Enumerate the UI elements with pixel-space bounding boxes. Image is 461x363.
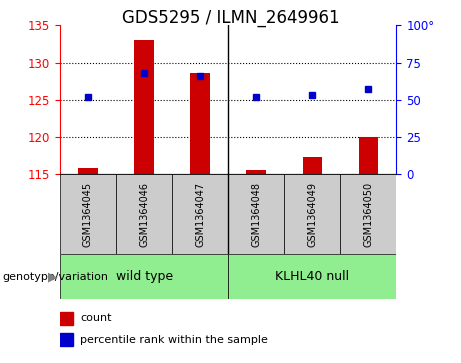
Bar (134, 40, 154, 174)
Bar (172, 174, 228, 254)
Text: KLHL40 null: KLHL40 null (275, 270, 349, 283)
Text: GSM1364048: GSM1364048 (251, 182, 261, 247)
Text: genotype/variation: genotype/variation (2, 272, 108, 282)
Bar (60, 254, 228, 299)
Text: GDS5295 / ILMN_2649961: GDS5295 / ILMN_2649961 (122, 9, 339, 27)
Bar (116, 174, 172, 254)
Bar (247, 170, 266, 174)
Bar (228, 174, 284, 254)
Text: ▶: ▶ (48, 270, 58, 283)
Text: GSM1364045: GSM1364045 (83, 182, 93, 247)
Bar (60, 311, 73, 325)
Bar (302, 157, 322, 174)
Bar (60, 333, 73, 346)
Bar (228, 254, 396, 299)
Bar (284, 174, 340, 254)
Text: percentile rank within the sample: percentile rank within the sample (80, 335, 268, 345)
Text: count: count (80, 313, 112, 323)
Bar (340, 174, 396, 254)
Text: GSM1364047: GSM1364047 (195, 182, 205, 247)
Bar (78, 168, 98, 174)
Text: GSM1364046: GSM1364046 (139, 182, 149, 247)
Bar (190, 73, 210, 174)
Text: GSM1364049: GSM1364049 (307, 182, 317, 247)
Bar (60, 174, 116, 254)
Text: wild type: wild type (116, 270, 172, 283)
Bar (359, 137, 378, 174)
Text: GSM1364050: GSM1364050 (363, 182, 373, 247)
